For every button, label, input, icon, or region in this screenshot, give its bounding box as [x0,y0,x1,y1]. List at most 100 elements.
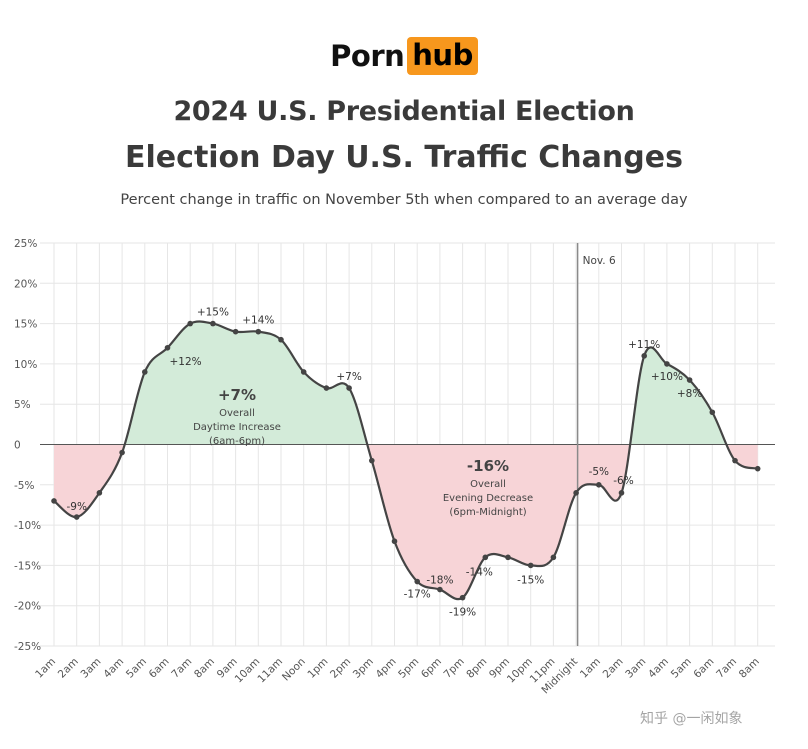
x-tick-label: 4am [646,656,671,681]
y-tick-label: 5% [14,399,31,411]
data-point [686,377,693,383]
annotation-text: (6am-6pm) [209,436,265,447]
data-point [596,482,602,488]
chart-main-title: 2024 U.S. Presidential Election [173,96,635,127]
data-label: +10% [651,371,683,383]
data-point [527,562,534,569]
data-label: +7% [336,371,361,383]
data-label: -17% [404,589,431,601]
x-tick-label: 8am [192,656,217,681]
data-point [754,465,761,472]
logo-text-hub: hub [407,37,478,75]
annotation-text: (6pm-Midnight) [449,507,526,518]
negative-area [54,444,758,600]
data-point [414,578,421,585]
y-tick-label: -15% [14,560,41,572]
x-tick-label: 1am [578,656,603,681]
watermark: 知乎 @一闲如象 [640,711,743,727]
data-point [142,369,148,375]
x-tick-label: 5am [669,656,694,681]
y-tick-label: -10% [14,520,41,532]
grid-lines [40,242,775,647]
data-point [459,594,466,601]
data-point [641,353,647,359]
data-point [369,457,375,464]
chart-description: Percent change in traffic on November 5t… [120,192,688,208]
x-tick-label: 10am [233,656,263,686]
x-tick-label: 7am [714,656,739,681]
x-tick-label: 5pm [396,656,421,681]
data-point [210,320,216,327]
data-label: +8% [677,388,702,400]
annotation-daytime: +7% Overall Daytime Increase (6am-6pm) [193,386,281,447]
x-tick-label: 11am [255,656,285,686]
data-label: -5% [589,466,609,478]
data-label: -6% [613,475,633,487]
x-tick-label: 2am [601,656,626,681]
data-point [505,554,511,561]
data-point [550,554,557,561]
data-point [709,409,716,416]
data-point [437,586,443,593]
annotation-text: Evening Decrease [443,493,533,504]
x-tick-label: 3am [623,656,648,681]
annotation-value: -16% [467,457,509,475]
x-tick-label: 6pm [419,656,444,681]
y-tick-label: 20% [14,278,37,290]
data-label: +11% [628,339,660,351]
data-label: -18% [426,575,453,587]
x-tick-label: Noon [280,656,308,684]
data-point [664,361,670,367]
y-tick-label: -5% [14,480,34,492]
chart-title: Election Day U.S. Traffic Changes [125,140,683,175]
data-label: +12% [170,356,202,368]
data-label: -15% [517,574,544,586]
data-label: +14% [242,315,274,327]
x-tick-label: 3am [79,656,104,681]
data-label: -9% [66,501,86,513]
data-point [73,514,80,520]
data-point [51,498,57,504]
x-tick-label: 7pm [442,656,467,681]
x-tick-label: 8am [737,656,762,681]
y-tick-label: 0 [14,440,21,452]
annotation-evening: -16% Overall Evening Decrease (6pm-Midnight… [443,457,533,518]
x-tick-label: 6am [691,656,716,681]
x-tick-label: 3pm [351,656,376,681]
y-tick-label: 10% [14,359,37,371]
data-point [573,490,579,496]
y-tick-label: 25% [14,238,37,250]
data-point [391,538,398,545]
data-point [187,320,193,327]
x-tick-label: 5am [124,656,149,681]
annotation-text: Daytime Increase [193,422,281,433]
x-tick-label: 2am [56,656,81,681]
x-tick-label: 1pm [305,656,330,681]
data-point [232,328,239,335]
data-point [618,490,625,496]
y-tick-label: -25% [14,641,41,653]
x-tick-label: 2pm [328,656,353,681]
x-tick-label: 1am [33,656,58,681]
data-label: -14% [466,566,493,578]
y-tick-label: 15% [14,319,37,331]
annotation-text: Overall [219,408,255,419]
data-point [346,385,352,391]
x-tick-label: 7am [169,656,194,681]
logo-text-porn: Porn [330,39,405,73]
data-point [323,385,330,391]
annotation-text: Overall [470,479,506,490]
data-point [482,554,489,561]
x-tick-label: 8pm [464,656,489,681]
annotation-value: +7% [218,386,256,404]
x-tick-label: 6am [147,656,172,681]
data-point [119,449,125,456]
data-label: +15% [197,307,229,319]
data-label: -19% [449,607,476,619]
data-point [255,328,262,335]
date-divider-label: Nov. 6 [583,255,616,267]
x-tick-label: 4am [101,656,126,681]
data-point [300,369,307,375]
data-point [164,344,171,351]
